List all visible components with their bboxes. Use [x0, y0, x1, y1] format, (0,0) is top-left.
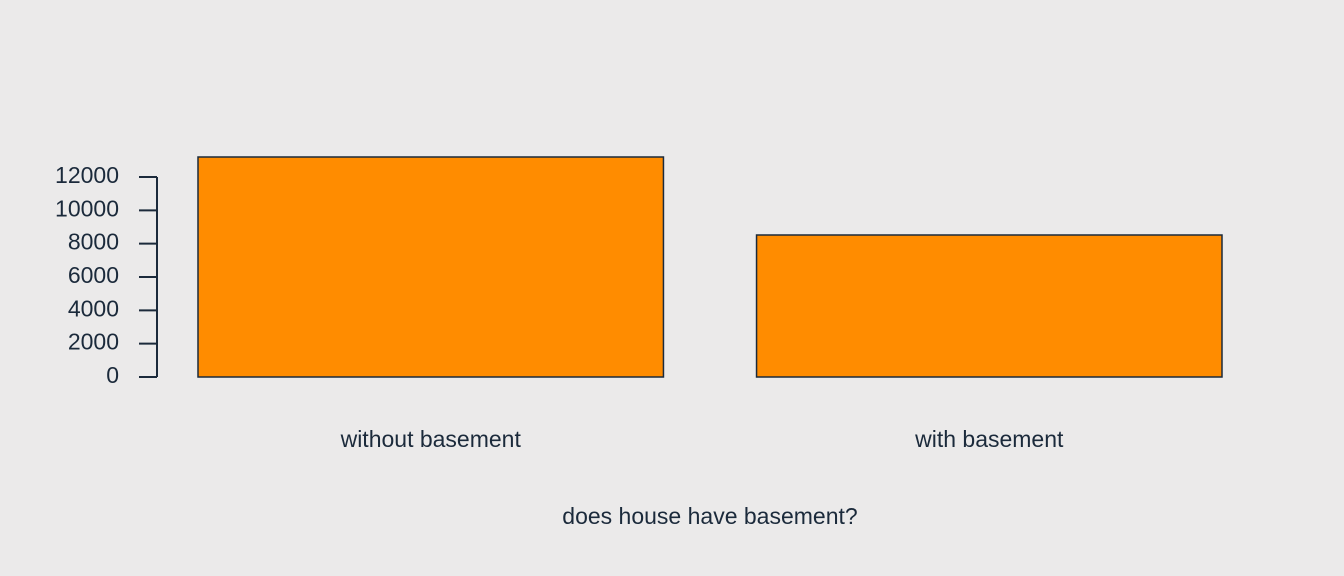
y-tick-label: 4000: [68, 295, 119, 321]
x-tick-label: with basement: [914, 426, 1064, 452]
bar: [197, 156, 665, 378]
y-tick-label: 2000: [68, 329, 119, 355]
y-tick-label: 12000: [55, 162, 119, 188]
y-tick-label: 8000: [68, 229, 119, 255]
x-axis-label: does house have basement?: [562, 503, 857, 529]
x-tick-label: without basement: [340, 426, 522, 452]
y-tick-label: 0: [106, 362, 119, 388]
bar: [755, 234, 1223, 378]
y-tick-label: 10000: [55, 195, 119, 221]
y-tick-label: 6000: [68, 262, 119, 288]
